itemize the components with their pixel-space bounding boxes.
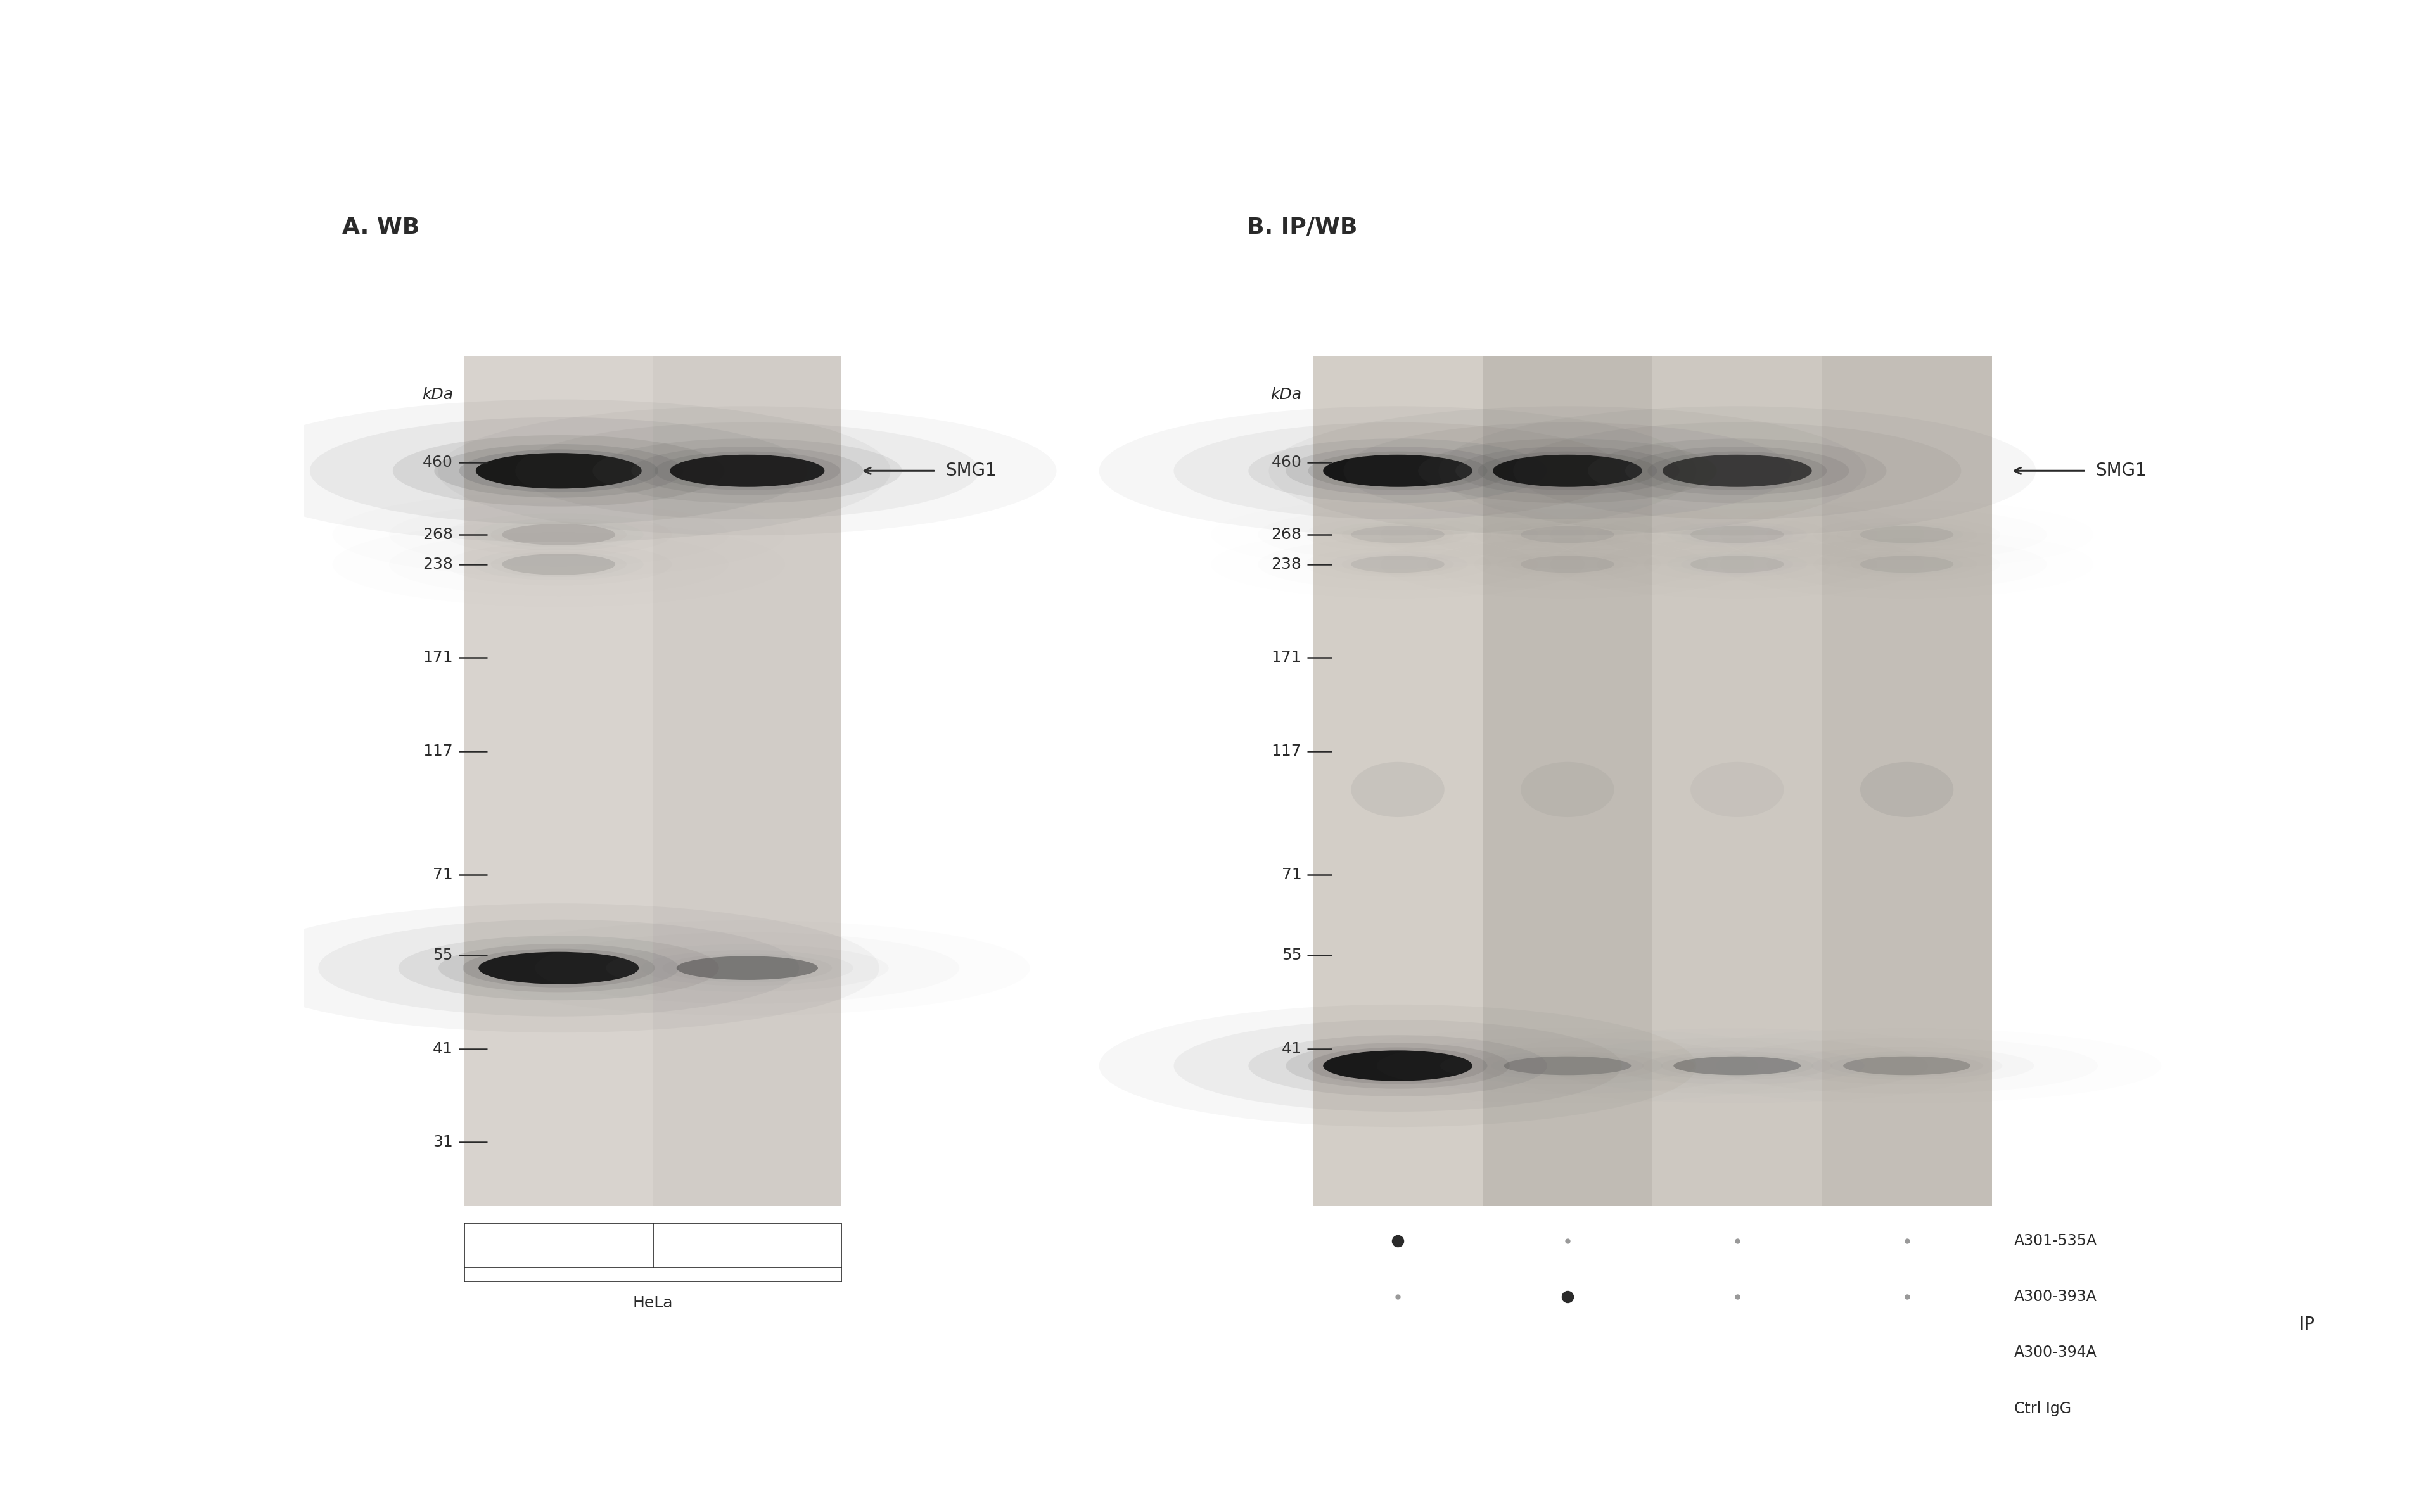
Ellipse shape [1662, 1054, 1813, 1077]
Ellipse shape [1674, 1057, 1800, 1075]
Ellipse shape [399, 936, 720, 1001]
Ellipse shape [1285, 1043, 1511, 1089]
Text: A301-535A: A301-535A [2015, 1234, 2097, 1249]
Text: A300-394A: A300-394A [2015, 1346, 2097, 1361]
Ellipse shape [662, 954, 832, 983]
Text: 71: 71 [1282, 866, 1302, 881]
Text: 460: 460 [423, 455, 453, 470]
Ellipse shape [1647, 452, 1827, 490]
Ellipse shape [1691, 526, 1783, 543]
Ellipse shape [1861, 526, 1954, 543]
Ellipse shape [1343, 422, 1791, 519]
Ellipse shape [669, 455, 825, 487]
Ellipse shape [1418, 438, 1718, 503]
Ellipse shape [1173, 1021, 1623, 1111]
Text: 171: 171 [1272, 650, 1302, 665]
Text: SMG1: SMG1 [2095, 463, 2146, 479]
Text: B. IP/WB: B. IP/WB [1246, 216, 1358, 237]
Ellipse shape [1248, 1036, 1547, 1096]
Ellipse shape [676, 956, 817, 980]
Ellipse shape [1309, 452, 1487, 490]
Ellipse shape [501, 553, 616, 575]
Bar [465, 357, 842, 1207]
Text: 71: 71 [433, 866, 453, 881]
Ellipse shape [1477, 452, 1657, 490]
Text: 238: 238 [1272, 556, 1302, 572]
Text: HeLa: HeLa [633, 1296, 674, 1311]
Ellipse shape [654, 452, 839, 490]
Text: 268: 268 [1270, 528, 1302, 543]
Text: 55: 55 [1282, 948, 1302, 963]
Text: 117: 117 [423, 744, 453, 759]
Ellipse shape [1691, 762, 1783, 816]
Ellipse shape [1691, 556, 1783, 573]
Ellipse shape [1350, 556, 1445, 573]
Ellipse shape [226, 399, 890, 543]
Ellipse shape [1662, 455, 1813, 487]
Bar [1482, 357, 1652, 1207]
Bar [652, 357, 842, 1207]
Ellipse shape [1625, 446, 1849, 494]
Text: IP: IP [2299, 1315, 2314, 1334]
Text: 117: 117 [1272, 744, 1302, 759]
Ellipse shape [594, 438, 903, 503]
Ellipse shape [1521, 556, 1613, 573]
Ellipse shape [642, 950, 854, 986]
Ellipse shape [1285, 446, 1511, 494]
Ellipse shape [1350, 762, 1445, 816]
Ellipse shape [460, 449, 659, 493]
Ellipse shape [433, 445, 684, 497]
Text: 15: 15 [737, 1238, 757, 1253]
Text: 41: 41 [433, 1042, 453, 1057]
Text: Ctrl IgG: Ctrl IgG [2015, 1402, 2070, 1417]
Ellipse shape [1494, 455, 1642, 487]
Bar [1314, 357, 1482, 1207]
Bar [465, 1223, 842, 1267]
Ellipse shape [630, 446, 864, 494]
Text: kDa: kDa [1270, 387, 1302, 402]
Ellipse shape [319, 919, 798, 1016]
Bar [1822, 357, 1993, 1207]
Bar [1314, 357, 1993, 1207]
Ellipse shape [1589, 438, 1886, 503]
Text: 238: 238 [423, 556, 453, 572]
Text: kDa: kDa [421, 387, 453, 402]
Text: A. WB: A. WB [341, 216, 418, 237]
Ellipse shape [1844, 1057, 1971, 1075]
Text: A300-393A: A300-393A [2015, 1290, 2097, 1305]
Text: 55: 55 [433, 948, 453, 963]
Ellipse shape [501, 525, 616, 546]
Ellipse shape [1309, 1048, 1487, 1084]
Ellipse shape [438, 943, 679, 992]
Ellipse shape [462, 948, 654, 987]
Ellipse shape [1455, 446, 1679, 494]
Ellipse shape [1861, 762, 1954, 816]
Text: 460: 460 [1272, 455, 1302, 470]
Ellipse shape [516, 422, 978, 519]
Ellipse shape [1324, 455, 1472, 487]
Text: SMG1: SMG1 [944, 463, 995, 479]
Ellipse shape [1521, 526, 1613, 543]
Ellipse shape [1521, 762, 1613, 816]
Ellipse shape [1173, 422, 1623, 519]
Bar [465, 357, 652, 1207]
Text: 171: 171 [423, 650, 453, 665]
Ellipse shape [1491, 1054, 1645, 1077]
Ellipse shape [1513, 422, 1961, 519]
Text: 41: 41 [1282, 1042, 1302, 1057]
Ellipse shape [1830, 1054, 1983, 1077]
Ellipse shape [392, 435, 725, 507]
Ellipse shape [1248, 438, 1547, 503]
Ellipse shape [309, 417, 808, 525]
Ellipse shape [1861, 556, 1954, 573]
Ellipse shape [479, 953, 640, 984]
Ellipse shape [477, 454, 642, 488]
Ellipse shape [1504, 1057, 1630, 1075]
Text: 50: 50 [550, 1238, 569, 1253]
Text: 268: 268 [423, 528, 453, 543]
Bar [1652, 357, 1822, 1207]
Ellipse shape [1324, 1051, 1472, 1081]
Ellipse shape [1350, 526, 1445, 543]
Text: 31: 31 [433, 1134, 453, 1149]
